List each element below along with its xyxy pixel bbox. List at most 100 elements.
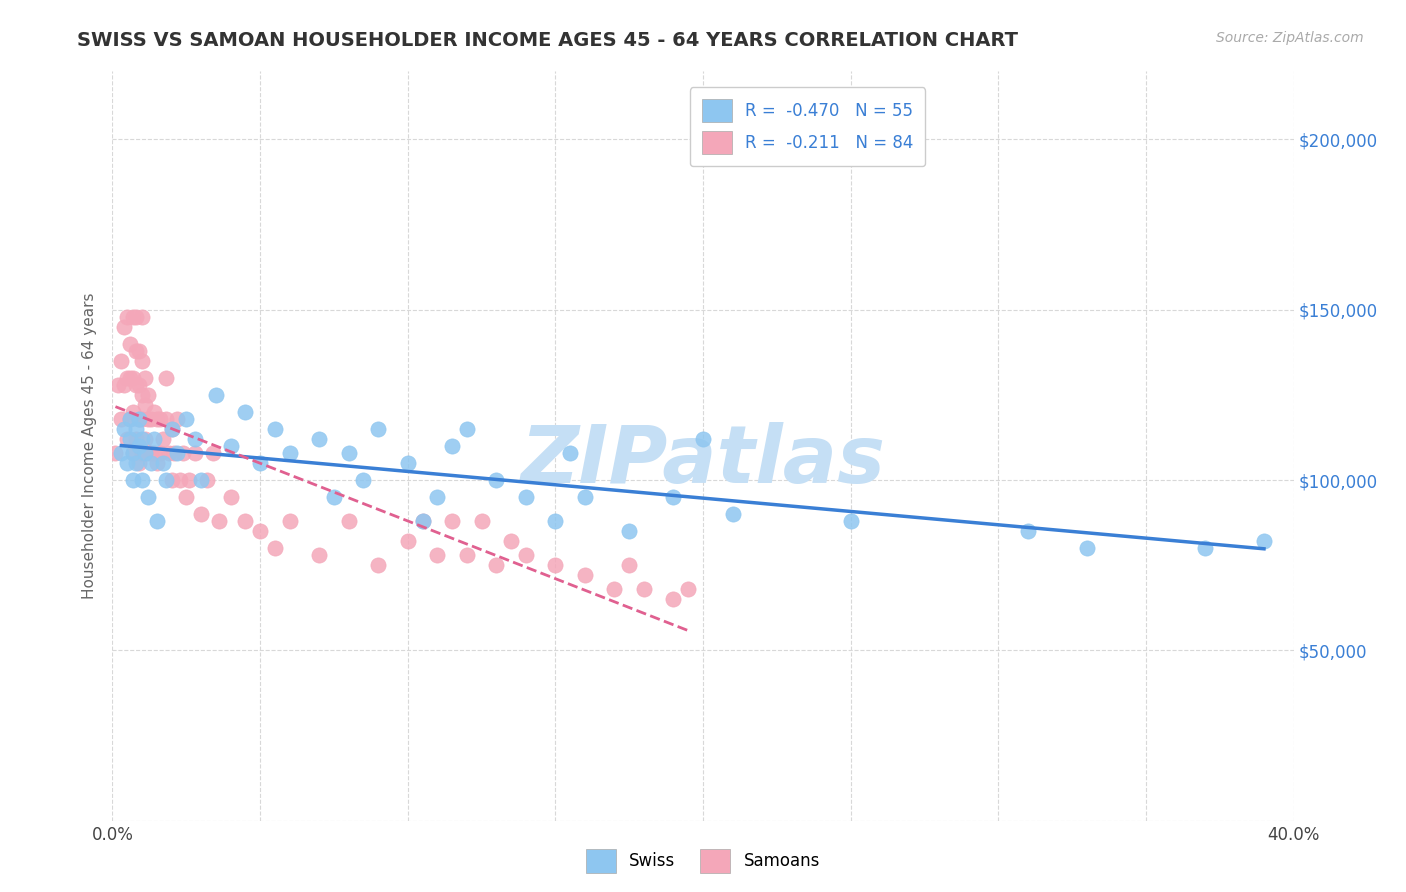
Point: [131, 446, 153, 460]
Y-axis label: Householder Income Ages 45 - 64 years: Householder Income Ages 45 - 64 years: [82, 293, 97, 599]
Point: [662, 490, 685, 504]
Point: [485, 473, 508, 487]
Point: [128, 377, 150, 392]
Point: [134, 432, 156, 446]
Point: [456, 548, 478, 562]
Point: [125, 310, 148, 324]
Point: [110, 354, 132, 368]
Point: [136, 411, 159, 425]
Point: [485, 558, 508, 573]
Point: [174, 411, 197, 425]
Point: [142, 446, 165, 460]
Point: [146, 456, 169, 470]
Point: [152, 456, 174, 470]
Point: [174, 490, 197, 504]
Point: [574, 568, 596, 582]
Point: [249, 524, 271, 538]
Point: [411, 514, 433, 528]
Point: [122, 446, 145, 460]
Point: [139, 446, 162, 460]
Text: ZIPatlas: ZIPatlas: [520, 422, 886, 500]
Point: [184, 432, 207, 446]
Point: [426, 490, 449, 504]
Point: [367, 422, 389, 436]
Point: [692, 432, 714, 446]
Point: [125, 343, 148, 358]
Point: [120, 336, 142, 351]
Point: [117, 371, 138, 385]
Point: [112, 422, 135, 436]
Point: [120, 371, 142, 385]
Point: [134, 398, 156, 412]
Point: [110, 446, 132, 460]
Point: [352, 473, 374, 487]
Point: [169, 473, 191, 487]
Point: [125, 377, 148, 392]
Point: [120, 411, 142, 425]
Point: [117, 310, 138, 324]
Point: [155, 473, 177, 487]
Point: [233, 514, 256, 528]
Point: [441, 514, 464, 528]
Point: [337, 514, 360, 528]
Point: [544, 514, 567, 528]
Point: [136, 446, 159, 460]
Point: [131, 354, 153, 368]
Point: [142, 405, 165, 419]
Point: [264, 422, 287, 436]
Point: [396, 456, 419, 470]
Point: [308, 432, 330, 446]
Point: [219, 439, 242, 453]
Point: [149, 411, 172, 425]
Point: [131, 388, 153, 402]
Point: [122, 405, 145, 419]
Point: [367, 558, 389, 573]
Point: [264, 541, 287, 556]
Point: [205, 388, 228, 402]
Point: [134, 446, 156, 460]
Text: SWISS VS SAMOAN HOUSEHOLDER INCOME AGES 45 - 64 YEARS CORRELATION CHART: SWISS VS SAMOAN HOUSEHOLDER INCOME AGES …: [77, 31, 1018, 50]
Point: [122, 310, 145, 324]
Point: [120, 411, 142, 425]
Point: [149, 446, 172, 460]
Point: [155, 371, 177, 385]
Point: [160, 473, 183, 487]
Point: [117, 432, 138, 446]
Point: [122, 473, 145, 487]
Point: [125, 456, 148, 470]
Point: [172, 446, 194, 460]
Point: [139, 456, 162, 470]
Point: [1194, 541, 1216, 556]
Point: [136, 388, 159, 402]
Point: [163, 446, 186, 460]
Point: [219, 490, 242, 504]
Point: [441, 439, 464, 453]
Point: [501, 534, 523, 549]
Point: [160, 422, 183, 436]
Point: [134, 371, 156, 385]
Point: [128, 411, 150, 425]
Point: [190, 473, 212, 487]
Point: [233, 405, 256, 419]
Point: [112, 377, 135, 392]
Point: [619, 558, 641, 573]
Point: [125, 422, 148, 436]
Point: [112, 319, 135, 334]
Point: [166, 446, 188, 460]
Point: [125, 432, 148, 446]
Point: [201, 446, 224, 460]
Point: [678, 582, 700, 596]
Point: [131, 310, 153, 324]
Point: [1253, 534, 1275, 549]
Point: [515, 548, 537, 562]
Point: [574, 490, 596, 504]
Point: [136, 490, 159, 504]
Point: [128, 439, 150, 453]
Text: Source: ZipAtlas.com: Source: ZipAtlas.com: [1216, 31, 1364, 45]
Point: [110, 411, 132, 425]
Point: [456, 422, 478, 436]
Point: [426, 548, 449, 562]
Point: [179, 473, 201, 487]
Point: [146, 514, 169, 528]
Point: [117, 456, 138, 470]
